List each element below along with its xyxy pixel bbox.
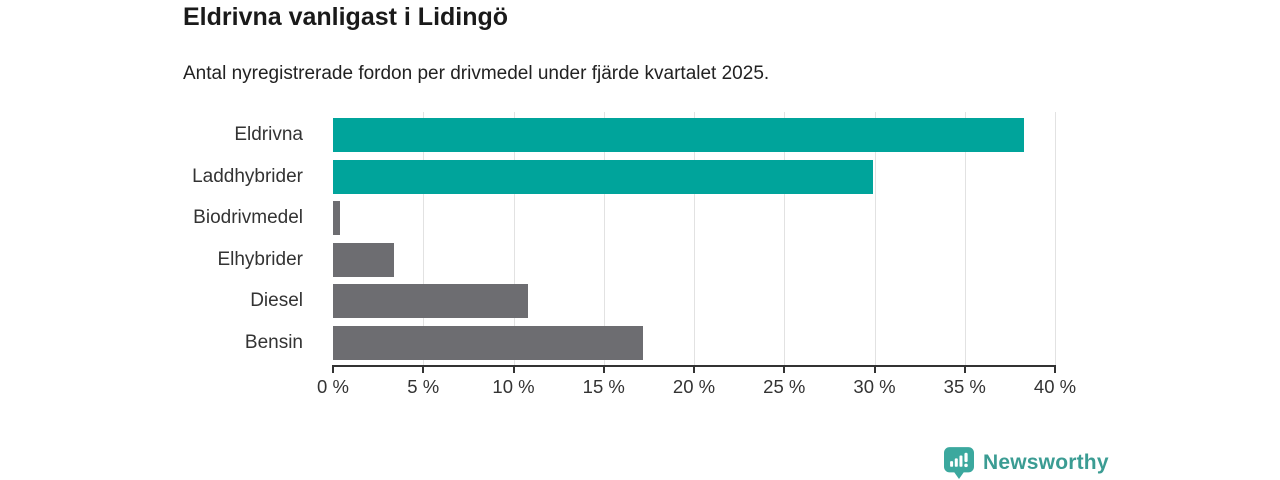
brand-name: Newsworthy <box>983 451 1109 474</box>
category-axis-labels: Eldrivna Laddhybrider Biodrivmedel Elhybrid… <box>0 112 318 365</box>
category-label-diesel: Diesel <box>250 290 303 311</box>
bar-bensin <box>333 325 644 360</box>
bar-diesel <box>333 284 528 318</box>
x-tick-40 <box>1054 367 1056 373</box>
gridline-25 <box>784 112 786 365</box>
bar-chart-bubble-icon <box>944 447 974 479</box>
gridline-20 <box>694 112 695 365</box>
x-tick-label-30: 30 % <box>853 376 896 397</box>
category-label-eldrivna: Eldrivna <box>234 124 303 145</box>
category-label-laddhybrider: Laddhybrider <box>192 165 303 187</box>
category-label-elhybrider: Elhybrider <box>217 248 303 270</box>
x-tick-35 <box>963 367 966 373</box>
x-tick-5 <box>422 367 425 373</box>
plot-area <box>333 112 1056 365</box>
chart-title: Eldrivna vanligast i Lidingö <box>183 3 509 31</box>
x-tick-0 <box>332 367 334 373</box>
x-tick-20 <box>693 367 695 373</box>
category-label-bensin: Bensin <box>244 331 303 353</box>
bar-eldrivna <box>333 118 1025 152</box>
brand-logo: Newsworthy <box>944 447 1109 479</box>
x-tick-label-5: 5 % <box>407 376 440 397</box>
x-tick-10 <box>512 367 515 373</box>
gridline-5 <box>423 112 425 365</box>
x-tick-label-20: 20 % <box>672 376 716 397</box>
x-tick-25 <box>783 367 786 373</box>
x-axis: 0 % 5 % 10 % 15 % 20 % 25 % 30 % 35 % 40 % <box>317 365 1076 405</box>
x-tick-label-35: 35 % <box>943 376 986 397</box>
category-label-biodrivmedel: Biodrivmedel <box>193 207 303 228</box>
gridline-30 <box>874 112 876 365</box>
gridline-35 <box>964 112 966 365</box>
chart-subtitle: Antal nyregistrerade fordon per drivmede… <box>183 63 770 84</box>
gridline-15 <box>603 112 605 365</box>
x-tick-label-0: 0 % <box>317 376 349 397</box>
x-tick-label-15: 15 % <box>582 376 625 397</box>
x-tick-15 <box>602 367 605 373</box>
gridline-40 <box>1055 112 1056 365</box>
x-tick-30 <box>873 367 876 373</box>
gridline-10 <box>513 112 515 365</box>
bar-elhybrider <box>333 242 395 277</box>
x-tick-label-40: 40 % <box>1033 376 1077 397</box>
chart-header: Eldrivna vanligast i Lidingö Antal nyreg… <box>183 2 1083 86</box>
bar-biodrivmedel <box>333 201 341 235</box>
x-axis-line <box>332 365 1056 367</box>
x-tick-label-25: 25 % <box>763 376 806 397</box>
bar-laddhybrider <box>333 159 873 194</box>
x-tick-label-10: 10 % <box>492 376 535 397</box>
